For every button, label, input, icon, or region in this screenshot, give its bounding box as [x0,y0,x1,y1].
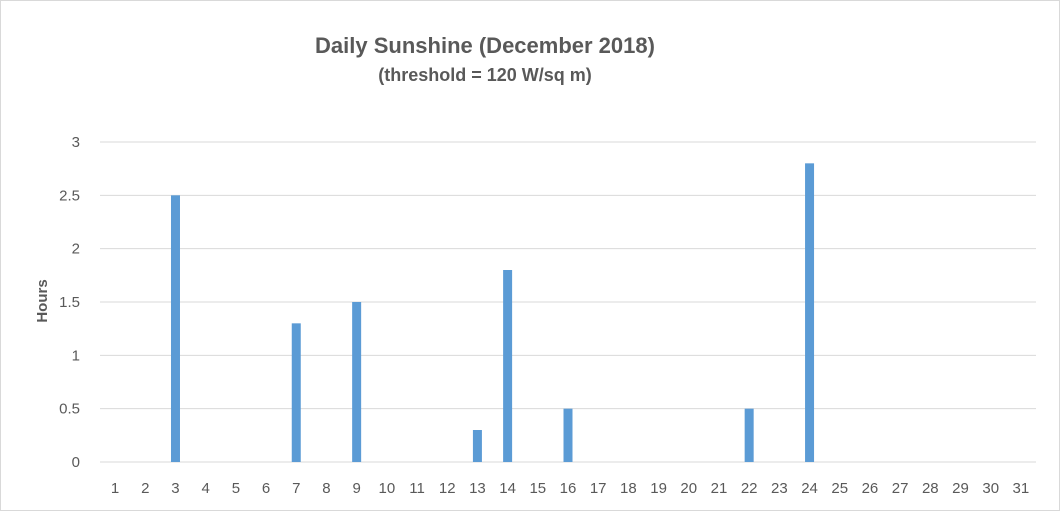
x-tick-label: 13 [469,480,486,497]
x-tick-label: 12 [439,480,456,497]
x-tick-label: 10 [378,480,395,497]
y-tick-label: 2.5 [59,187,80,204]
x-tick-label: 9 [352,480,360,497]
bar-day-13 [472,430,482,462]
bars [170,163,815,463]
bar-day-7 [291,323,301,462]
x-tick-label: 27 [892,480,909,497]
x-tick-label: 21 [711,480,728,497]
bar-day-14 [503,270,513,462]
y-axis-tick-labels: 0 0.5 1 1.5 2 2.5 3 [59,134,80,471]
x-tick-label: 19 [650,480,667,497]
x-tick-label: 3 [171,480,179,497]
y-tick-label: 3 [72,134,80,151]
bar-day-9 [352,302,362,462]
x-axis-tick-labels: 1 2 3 4 5 6 7 8 9 10 11 12 13 14 15 16 17 18 19 20 21 22 23 24 2… [111,480,1029,497]
x-tick-label: 7 [292,480,300,497]
x-tick-label: 23 [771,480,788,497]
x-tick-label: 26 [862,480,879,497]
x-tick-label: 17 [590,480,607,497]
x-tick-label: 6 [262,480,270,497]
x-tick-label: 2 [141,480,149,497]
x-tick-label: 5 [232,480,240,497]
x-tick-label: 16 [560,480,577,497]
y-axis-title: Hours [34,279,51,322]
x-tick-label: 22 [741,480,758,497]
bar-day-3 [170,195,180,463]
y-tick-label: 0 [72,454,80,471]
chart-title-block: Daily Sunshine (December 2018) (threshol… [285,30,685,88]
y-tick-label: 1 [72,347,80,364]
x-tick-label: 18 [620,480,637,497]
x-tick-label: 31 [1013,480,1030,497]
x-tick-label: 28 [922,480,939,497]
x-tick-label: 25 [831,480,848,497]
y-tick-label: 1.5 [59,294,80,311]
bar-day-24 [805,163,815,463]
x-tick-label: 24 [801,480,818,497]
x-tick-label: 8 [322,480,330,497]
x-tick-label: 4 [202,480,210,497]
x-tick-label: 14 [499,480,516,497]
x-tick-label: 30 [982,480,999,497]
y-tick-label: 2 [72,241,80,258]
x-tick-label: 1 [111,480,119,497]
x-tick-label: 15 [529,480,546,497]
bar-day-16 [563,408,573,462]
x-tick-label: 11 [409,480,425,497]
chart-title: Daily Sunshine (December 2018) [315,33,655,58]
x-tick-label: 20 [680,480,697,497]
y-tick-label: 0.5 [59,401,80,418]
chart-subtitle: (threshold = 120 W/sq m) [378,65,592,85]
gridlines [100,141,1036,463]
x-tick-label: 29 [952,480,969,497]
bar-day-22 [744,408,754,462]
